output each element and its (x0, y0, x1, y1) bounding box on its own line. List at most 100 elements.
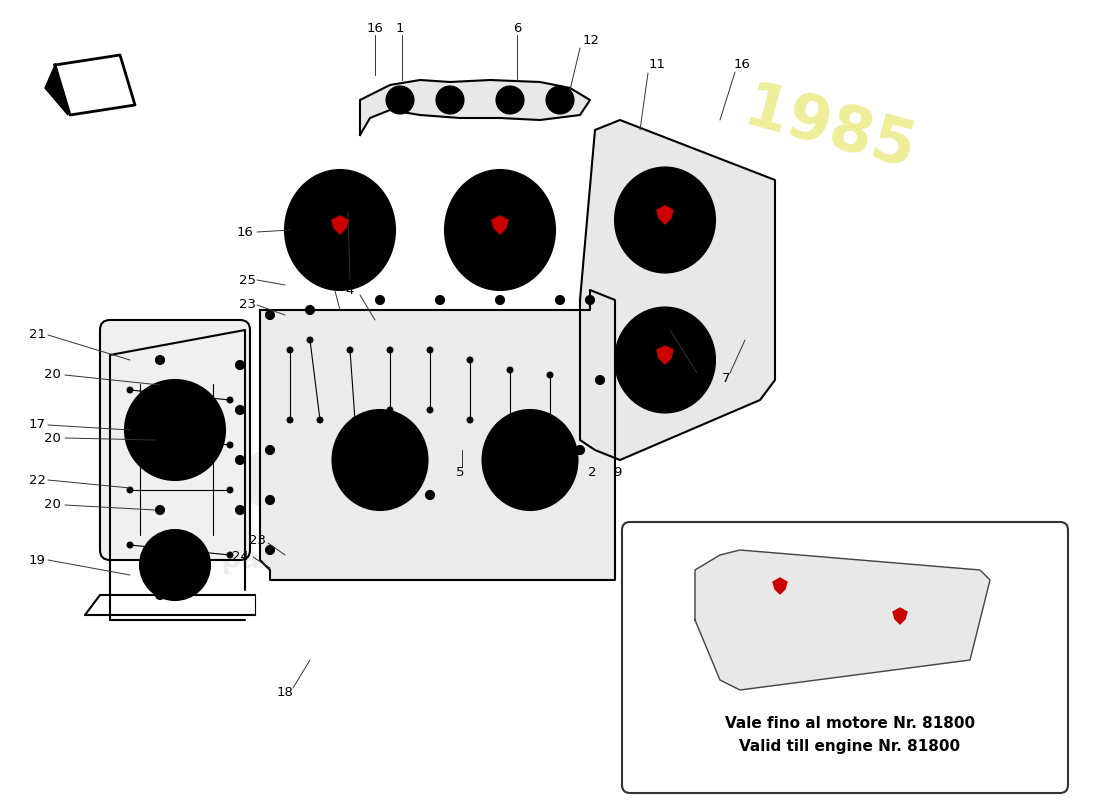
Ellipse shape (547, 432, 553, 438)
Ellipse shape (427, 407, 433, 413)
Ellipse shape (346, 347, 353, 353)
Ellipse shape (496, 86, 524, 114)
Ellipse shape (712, 554, 718, 562)
Ellipse shape (515, 444, 544, 476)
Text: 4: 4 (345, 283, 354, 297)
Ellipse shape (468, 357, 473, 363)
FancyBboxPatch shape (100, 320, 250, 560)
Ellipse shape (165, 555, 185, 575)
Ellipse shape (235, 361, 244, 370)
Ellipse shape (227, 552, 233, 558)
Polygon shape (580, 120, 776, 460)
Ellipse shape (646, 340, 684, 380)
Text: 23: 23 (250, 534, 266, 546)
Ellipse shape (126, 387, 133, 393)
Ellipse shape (126, 487, 133, 493)
Text: 20: 20 (44, 498, 60, 511)
Text: 19: 19 (29, 554, 45, 566)
Polygon shape (332, 216, 348, 234)
Ellipse shape (426, 490, 434, 499)
Ellipse shape (646, 200, 684, 240)
Ellipse shape (436, 295, 444, 305)
Ellipse shape (615, 307, 715, 413)
Ellipse shape (860, 578, 940, 662)
Text: 23: 23 (239, 298, 255, 311)
Text: 22: 22 (29, 474, 45, 486)
Polygon shape (45, 65, 68, 115)
Ellipse shape (967, 577, 974, 583)
Text: 16: 16 (366, 22, 384, 34)
Text: 17: 17 (29, 418, 45, 431)
Text: 5: 5 (455, 466, 464, 478)
Ellipse shape (345, 486, 354, 494)
Ellipse shape (483, 410, 578, 510)
Polygon shape (695, 550, 990, 690)
Ellipse shape (556, 295, 564, 305)
Ellipse shape (307, 337, 314, 343)
Ellipse shape (265, 495, 275, 505)
Text: 1: 1 (396, 22, 405, 34)
Text: 14: 14 (639, 583, 657, 597)
Ellipse shape (352, 417, 358, 423)
Polygon shape (260, 290, 615, 580)
Text: 24: 24 (232, 550, 249, 563)
Text: 16: 16 (734, 58, 750, 71)
Text: 2: 2 (587, 466, 596, 478)
Ellipse shape (615, 167, 715, 273)
Text: a passion for parts: a passion for parts (192, 546, 487, 574)
Ellipse shape (235, 506, 244, 514)
Ellipse shape (386, 86, 414, 114)
Text: Vale fino al motore Nr. 81800: Vale fino al motore Nr. 81800 (725, 715, 975, 730)
Ellipse shape (126, 542, 133, 548)
Ellipse shape (886, 605, 914, 635)
Ellipse shape (387, 347, 393, 353)
Ellipse shape (547, 372, 553, 378)
Text: 25: 25 (239, 274, 255, 286)
Ellipse shape (480, 208, 520, 252)
Text: 3: 3 (326, 278, 334, 291)
Text: 11: 11 (649, 58, 666, 71)
Text: 16: 16 (236, 226, 253, 238)
Ellipse shape (126, 432, 133, 438)
Ellipse shape (436, 86, 464, 114)
Ellipse shape (507, 367, 513, 373)
Ellipse shape (575, 446, 584, 454)
Text: Valid till engine Nr. 81800: Valid till engine Nr. 81800 (739, 738, 960, 754)
Ellipse shape (387, 407, 393, 413)
Polygon shape (360, 80, 590, 135)
Ellipse shape (320, 208, 360, 252)
Ellipse shape (125, 380, 226, 480)
Ellipse shape (506, 490, 515, 499)
Text: 21: 21 (29, 329, 45, 342)
Ellipse shape (265, 310, 275, 319)
Ellipse shape (495, 295, 505, 305)
Ellipse shape (427, 347, 433, 353)
Ellipse shape (265, 446, 275, 454)
Text: 2: 2 (341, 198, 350, 211)
Ellipse shape (306, 306, 315, 314)
Text: 8: 8 (696, 371, 704, 385)
Ellipse shape (155, 590, 165, 599)
Polygon shape (773, 578, 786, 594)
Ellipse shape (235, 455, 244, 465)
Ellipse shape (546, 86, 574, 114)
Polygon shape (893, 608, 907, 624)
Ellipse shape (235, 406, 244, 414)
Ellipse shape (287, 417, 293, 423)
Text: 3: 3 (563, 466, 572, 478)
Ellipse shape (227, 487, 233, 493)
Text: 20: 20 (44, 369, 60, 382)
Text: 10: 10 (512, 466, 528, 478)
Ellipse shape (468, 417, 473, 423)
Ellipse shape (332, 410, 428, 510)
Ellipse shape (585, 295, 594, 305)
Text: 9: 9 (613, 466, 621, 478)
Text: 1985: 1985 (738, 78, 922, 182)
Ellipse shape (155, 506, 165, 514)
Ellipse shape (507, 427, 513, 433)
Ellipse shape (446, 170, 556, 290)
Ellipse shape (160, 415, 190, 445)
Ellipse shape (726, 558, 734, 566)
Text: 7: 7 (722, 371, 730, 385)
Ellipse shape (957, 569, 964, 575)
